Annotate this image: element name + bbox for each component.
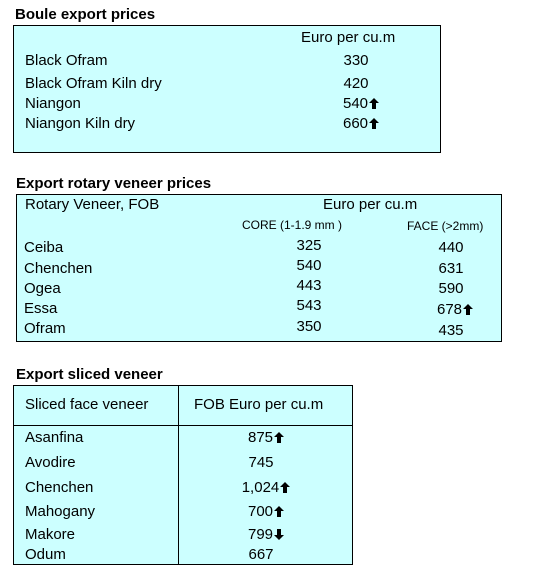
sliced-row-value: 799: [226, 526, 306, 543]
boule-title: Boule export prices: [15, 6, 156, 23]
boule-row-label: Niangon: [25, 95, 81, 112]
rotary-face-value: 440: [438, 239, 464, 256]
sliced-row-value: 745: [248, 454, 274, 471]
boule-row-value: 420: [343, 75, 369, 92]
arrow-up-icon: [274, 506, 285, 517]
sliced-row-label: Avodire: [25, 454, 76, 471]
rotary-col-face: FACE (>2mm): [407, 219, 484, 233]
rotary-face-value: 590: [438, 280, 464, 297]
rotary-row-label: Essa: [24, 300, 58, 317]
boule-table: Euro per cu.m Black Ofram 330 Black Ofra…: [13, 25, 441, 153]
sliced-header-divider: [14, 425, 352, 426]
arrow-down-icon: [274, 529, 285, 540]
rotary-header-left: Rotary Veneer, FOB: [25, 196, 160, 213]
sliced-row-label: Makore: [25, 526, 76, 543]
sliced-row-label: Asanfina: [25, 429, 84, 446]
arrow-up-icon: [463, 304, 474, 315]
boule-row-label: Black Ofram: [25, 52, 108, 69]
boule-row-value: 540: [321, 95, 401, 112]
boule-row-label: Niangon Kiln dry: [25, 115, 136, 132]
sliced-row-value: 667: [248, 546, 274, 563]
rotary-core-value: 540: [296, 257, 322, 274]
rotary-title: Export rotary veneer prices: [16, 175, 212, 192]
rotary-face-value: 631: [438, 260, 464, 277]
boule-row-value: 330: [343, 52, 369, 69]
sliced-row-label: Chenchen: [25, 479, 94, 496]
sliced-row-value: 875: [226, 429, 306, 446]
rotary-row-label: Ceiba: [24, 239, 64, 256]
rotary-core-value: 325: [296, 237, 322, 254]
rotary-table: Rotary Veneer, FOB Euro per cu.m CORE (1…: [16, 194, 502, 342]
sliced-row-value: 700: [226, 503, 306, 520]
rotary-row-label: Ofram: [24, 320, 66, 337]
rotary-face-value: 678: [415, 301, 495, 318]
arrow-up-icon: [274, 432, 285, 443]
sliced-column-divider: [178, 386, 179, 564]
rotary-row-label: Chenchen: [24, 260, 93, 277]
arrow-up-icon: [369, 118, 380, 129]
rotary-header-right: Euro per cu.m: [323, 196, 418, 213]
boule-row-value: 660: [321, 115, 401, 132]
arrow-up-icon: [280, 482, 291, 493]
rotary-core-value: 350: [296, 318, 322, 335]
sliced-row-label: Mahogany: [25, 503, 96, 520]
rotary-core-value: 543: [296, 297, 322, 314]
sliced-col-right: FOB Euro per cu.m: [194, 396, 324, 413]
rotary-core-value: 443: [296, 277, 322, 294]
rotary-row-label: Ogea: [24, 280, 61, 297]
boule-row-label: Black Ofram Kiln dry: [25, 75, 162, 92]
sliced-row-label: Odum: [25, 546, 66, 563]
boule-header: Euro per cu.m: [301, 29, 396, 46]
sliced-col-left: Sliced face veneer: [25, 396, 149, 413]
sliced-table: Sliced face veneer FOB Euro per cu.m Asa…: [13, 385, 353, 565]
sliced-row-value: 1,024: [226, 479, 306, 496]
rotary-face-value: 435: [438, 322, 464, 339]
arrow-up-icon: [369, 98, 380, 109]
sliced-title: Export sliced veneer: [16, 366, 163, 383]
rotary-col-core: CORE (1-1.9 mm ): [242, 218, 343, 232]
